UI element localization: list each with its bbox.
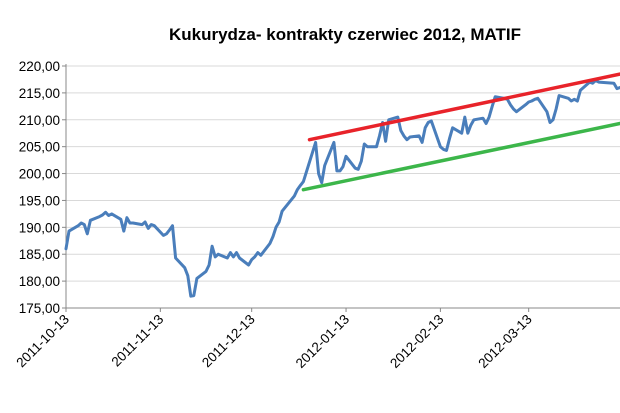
- x-tick-label: 2012-01-13: [293, 312, 352, 371]
- y-axis-tick-labels: 175,00 180,00 185,00 190,00 195,00 200,00 205,…: [19, 59, 60, 316]
- x-tick-label: 2012-02-13: [387, 312, 446, 371]
- y-tick-label: 215,00: [19, 86, 60, 101]
- price-line: [64, 79, 620, 298]
- y-tick-label: 220,00: [19, 59, 60, 74]
- upper-trend-line: [307, 72, 620, 142]
- axes: [62, 64, 620, 312]
- x-tick-label: 2012-03-13: [475, 312, 534, 371]
- y-tick-label: 185,00: [19, 247, 60, 262]
- y-tick-label: 175,00: [19, 301, 60, 316]
- y-tick-label: 205,00: [19, 140, 60, 155]
- lower-trend-line: [301, 121, 620, 192]
- y-tick-label: 195,00: [19, 193, 60, 208]
- y-tick-label: 180,00: [19, 274, 60, 289]
- x-tick-label: 2011-10-13: [13, 312, 72, 371]
- x-tick-label: 2011-12-13: [199, 312, 258, 371]
- x-tick-label: 2011-11-13: [108, 312, 166, 370]
- x-axis-tick-labels: 2011-10-13 2011-11-13 2011-12-13 2012-01-13…: [13, 312, 534, 371]
- chart-title: Kukurydza- kontrakty czerwiec 2012, MATI…: [169, 25, 521, 44]
- series-layer: [64, 72, 620, 298]
- y-tick-label: 210,00: [19, 113, 60, 128]
- y-tick-label: 190,00: [19, 220, 60, 235]
- y-tick-label: 200,00: [19, 167, 60, 182]
- grid-lines: [66, 65, 620, 282]
